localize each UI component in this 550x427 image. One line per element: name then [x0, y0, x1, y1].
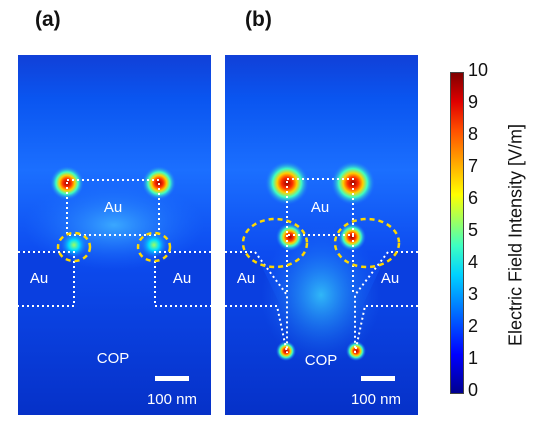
- panel-label-b: (b): [245, 8, 272, 31]
- cop-label-b: COP: [305, 352, 338, 369]
- colorbar-tick-2: 2: [468, 316, 479, 336]
- scale-bar-b: [361, 376, 395, 381]
- colorbar-tick-5: 5: [468, 220, 479, 240]
- au-label-top-a: Au: [104, 199, 122, 216]
- au-label-right-b: Au: [381, 270, 399, 287]
- field-map-panel-b: Au Au Au COP 100 nm: [225, 55, 418, 415]
- colorbar-tick-4: 4: [468, 252, 479, 272]
- colorbar-tick-7: 7: [468, 156, 479, 176]
- au-label-left-b: Au: [237, 270, 255, 287]
- colorbar-tick-9: 9: [468, 92, 479, 112]
- colorbar-tick-8: 8: [468, 124, 479, 144]
- field-map-panel-a: Au Au Au COP 100 nm: [18, 55, 211, 415]
- au-label-left-a: Au: [30, 270, 48, 287]
- au-label-right-a: Au: [173, 270, 191, 287]
- colorbar-title: Electric Field Intensity [V/m]: [505, 123, 526, 347]
- colorbar-tick-10: 10: [468, 60, 489, 80]
- colorbar-gradient: [450, 72, 464, 394]
- cop-label-a: COP: [97, 350, 130, 367]
- scale-bar-a: [155, 376, 189, 381]
- colorbar-tick-3: 3: [468, 284, 479, 304]
- colorbar-tick-1: 1: [468, 348, 479, 368]
- scale-bar-label-b: 100 nm: [351, 391, 401, 408]
- scale-bar-label-a: 100 nm: [147, 391, 197, 408]
- au-label-top-b: Au: [311, 199, 329, 216]
- panel-label-a: (a): [35, 8, 61, 31]
- colorbar-tick-6: 6: [468, 188, 479, 208]
- colorbar: [450, 72, 464, 394]
- colorbar-tick-0: 0: [468, 380, 479, 400]
